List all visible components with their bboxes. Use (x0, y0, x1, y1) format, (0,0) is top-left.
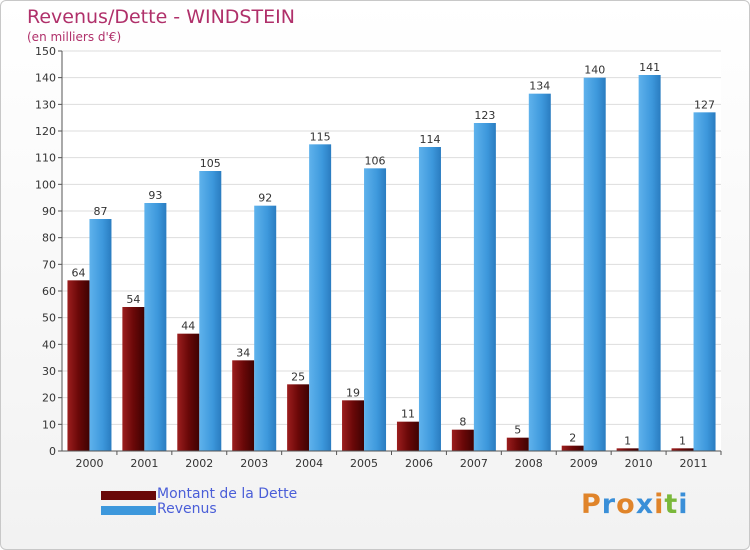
data-label-revenue: 87 (93, 205, 107, 218)
bar-revenue (89, 219, 112, 451)
bar-debt (561, 445, 584, 451)
y-tick-label: 90 (42, 205, 56, 218)
bar-revenue (418, 147, 441, 451)
data-label-revenue: 93 (148, 189, 162, 202)
logo-letter: i (654, 489, 665, 520)
data-label-debt: 11 (401, 408, 415, 421)
bar-debt (451, 429, 474, 451)
data-label-revenue: 127 (694, 98, 715, 111)
data-label-revenue: 123 (474, 109, 495, 122)
data-label-revenue: 114 (419, 133, 440, 146)
x-tick-label: 2002 (185, 457, 213, 470)
logo-letter: i (678, 489, 689, 520)
data-label-debt: 54 (126, 293, 140, 306)
bar-debt (122, 307, 145, 451)
logo-letter: r (601, 489, 617, 520)
data-label-revenue: 105 (200, 157, 221, 170)
y-tick-label: 10 (42, 418, 56, 431)
x-tick-label: 2006 (405, 457, 433, 470)
y-tick-label: 140 (35, 72, 56, 85)
bar-revenue (199, 171, 222, 451)
y-tick-label: 20 (42, 392, 56, 405)
y-tick-label: 70 (42, 258, 56, 271)
bar-debt (287, 384, 310, 451)
y-tick-label: 0 (49, 445, 56, 458)
data-label-debt: 25 (291, 370, 305, 383)
proxiti-logo: Proxiti (581, 489, 689, 520)
legend-swatch-revenue (101, 506, 156, 515)
legend-swatch-debt (101, 491, 156, 500)
data-label-debt: 1 (679, 434, 686, 447)
y-tick-label: 30 (42, 365, 56, 378)
y-tick-label: 80 (42, 232, 56, 245)
x-tick-label: 2010 (625, 457, 653, 470)
plot-area (62, 51, 721, 451)
logo-letter: t (664, 489, 679, 520)
y-tick-label: 40 (42, 338, 56, 351)
data-label-debt: 8 (459, 416, 466, 429)
bar-debt (616, 448, 639, 451)
bar-revenue (364, 168, 387, 452)
x-tick-label: 2001 (130, 457, 158, 470)
data-label-debt: 1 (624, 434, 631, 447)
bar-debt (232, 360, 255, 451)
y-tick-label: 150 (35, 45, 56, 58)
x-tick-label: 2000 (75, 457, 103, 470)
data-label-debt: 2 (569, 432, 576, 445)
bar-revenue (254, 205, 277, 451)
x-tick-label: 2011 (680, 457, 708, 470)
data-label-debt: 64 (71, 266, 85, 279)
bar-revenue (528, 93, 551, 452)
y-tick-label: 130 (35, 98, 56, 111)
data-label-debt: 19 (346, 386, 360, 399)
bar-debt (67, 280, 90, 451)
y-tick-label: 50 (42, 312, 56, 325)
data-label-debt: 44 (181, 320, 195, 333)
bar-revenue (693, 112, 716, 451)
x-tick-label: 2005 (350, 457, 378, 470)
chart-subtitle: (en milliers d'€) (27, 30, 122, 44)
logo-letter: o (616, 489, 636, 520)
logo-letter: P (581, 489, 602, 520)
x-tick-label: 2003 (240, 457, 268, 470)
y-tick-label: 100 (35, 178, 56, 191)
legend-label-revenue: Revenus (157, 501, 217, 517)
bar-debt (671, 448, 694, 451)
data-label-debt: 34 (236, 346, 250, 359)
bar-revenue (144, 203, 167, 451)
bar-revenue (309, 144, 332, 452)
data-label-revenue: 106 (365, 154, 386, 167)
bar-debt (177, 333, 200, 451)
bar-debt (506, 437, 529, 451)
bar-debt (396, 421, 419, 451)
y-tick-label: 60 (42, 285, 56, 298)
data-label-revenue: 92 (258, 192, 272, 205)
data-label-revenue: 115 (310, 130, 331, 143)
data-label-debt: 5 (514, 424, 521, 437)
data-label-revenue: 134 (529, 80, 550, 93)
bar-debt (342, 400, 365, 451)
legend-label-debt: Montant de la Dette (157, 486, 298, 502)
y-tick-label: 110 (35, 152, 56, 165)
y-tick-label: 120 (35, 125, 56, 138)
x-tick-label: 2009 (570, 457, 598, 470)
x-tick-label: 2004 (295, 457, 323, 470)
bar-revenue (583, 77, 606, 452)
data-label-revenue: 141 (639, 61, 660, 74)
x-tick-label: 2007 (460, 457, 488, 470)
chart-title: Revenus/Dette - WINDSTEIN (27, 6, 295, 28)
bar-revenue (638, 75, 661, 451)
logo-letter: x (635, 489, 655, 520)
bar-revenue (473, 123, 496, 451)
x-tick-label: 2008 (515, 457, 543, 470)
data-label-revenue: 140 (584, 64, 605, 77)
